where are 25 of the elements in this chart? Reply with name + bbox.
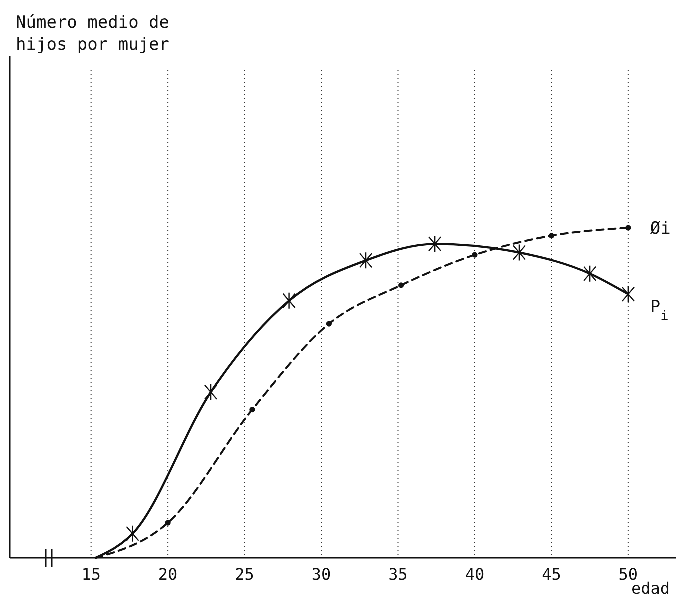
x-tick-label: 30	[312, 565, 332, 584]
point	[428, 236, 442, 253]
point	[204, 384, 218, 401]
series-label: Øi	[650, 219, 671, 239]
point	[282, 292, 296, 310]
point	[398, 282, 404, 288]
point	[512, 244, 526, 262]
x-tick-label: 40	[465, 565, 485, 584]
x-tick-label: 45	[542, 565, 562, 584]
point	[583, 265, 597, 282]
point	[548, 233, 554, 239]
text: Número medio de hijos por mujer	[16, 13, 170, 55]
x-tick-label: 25	[235, 565, 254, 584]
series-label: P$_{i}$	[650, 297, 669, 324]
point	[250, 407, 256, 413]
point	[326, 321, 332, 327]
x-tick-label: 15	[82, 565, 101, 584]
point	[472, 252, 478, 258]
x-tick-label: 35	[388, 565, 408, 584]
point	[165, 520, 171, 526]
point	[359, 252, 373, 270]
point	[626, 225, 632, 231]
point	[126, 525, 140, 543]
x-tick-label: 20	[158, 565, 178, 584]
point	[622, 286, 636, 303]
